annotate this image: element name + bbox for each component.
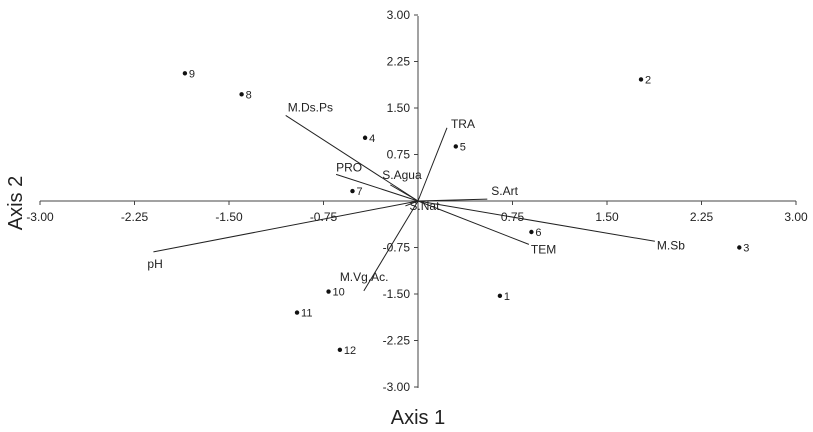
site-point bbox=[737, 245, 742, 250]
site-label: 6 bbox=[535, 227, 541, 239]
x-tick-label: -3.00 bbox=[26, 210, 54, 224]
site-label: 12 bbox=[344, 345, 356, 357]
site-label: 1 bbox=[504, 291, 510, 303]
site-label: 5 bbox=[460, 141, 466, 153]
y-tick-label: -3.00 bbox=[383, 380, 411, 394]
vector-label: TRA bbox=[451, 117, 475, 131]
site-label: 8 bbox=[246, 89, 252, 101]
site-point bbox=[529, 229, 534, 235]
site-point bbox=[497, 293, 503, 299]
site-point bbox=[453, 144, 458, 149]
y-tick-label: 2.25 bbox=[387, 55, 411, 69]
site-label: 11 bbox=[301, 308, 312, 320]
x-tick-label: -1.50 bbox=[215, 210, 243, 224]
x-tick-label: 1.50 bbox=[595, 210, 619, 224]
site-label: 9 bbox=[189, 68, 195, 80]
y-tick-label: 3.00 bbox=[387, 8, 411, 22]
site-label: 3 bbox=[743, 243, 749, 255]
vector-label: M.Sb bbox=[657, 238, 685, 252]
vector-label: PRO bbox=[336, 160, 362, 174]
vector-line bbox=[153, 200, 419, 253]
vector-label: S.Nat bbox=[409, 199, 440, 213]
y-tick-label: -1.50 bbox=[383, 287, 411, 301]
y-axis-title: Axis 2 bbox=[5, 176, 27, 230]
vectors: M.Ds.Ps TRA PRO S.Agua S.Art S.Nat TEM M.Sb pH M.… bbox=[147, 100, 685, 292]
site-point bbox=[239, 92, 244, 97]
x-tick-label: 2.25 bbox=[690, 210, 714, 224]
vector-label: M.Vg.Ac. bbox=[340, 270, 389, 284]
x-tick-label: -2.25 bbox=[121, 210, 149, 224]
vector-line bbox=[285, 115, 419, 202]
y-tick-label: 0.75 bbox=[387, 148, 411, 162]
site-point bbox=[326, 289, 331, 294]
site-label: 2 bbox=[645, 74, 651, 86]
vector-label: S.Agua bbox=[382, 168, 422, 182]
site-point bbox=[638, 77, 644, 82]
vector-line bbox=[417, 127, 448, 202]
vector-label: TEM bbox=[531, 242, 556, 256]
vector-line bbox=[417, 200, 530, 245]
site-point bbox=[362, 135, 368, 140]
y-tick-label: -2.25 bbox=[383, 334, 411, 348]
vector-label: pH bbox=[147, 257, 162, 271]
vector-line bbox=[417, 198, 488, 202]
x-tick-label: 3.00 bbox=[784, 210, 808, 224]
x-axis-title: Axis 1 bbox=[391, 407, 445, 429]
vector-line bbox=[335, 173, 419, 202]
vector-line bbox=[417, 200, 655, 242]
site-label: 7 bbox=[356, 186, 362, 198]
site-point bbox=[182, 71, 188, 76]
vector-line bbox=[363, 200, 419, 292]
vector-label: S.Art bbox=[491, 184, 518, 198]
site-point bbox=[337, 347, 343, 352]
site-point bbox=[294, 310, 300, 315]
vector-label: M.Ds.Ps bbox=[288, 100, 333, 114]
vector-line bbox=[390, 184, 419, 202]
site-point bbox=[350, 188, 355, 194]
site-label: 10 bbox=[333, 287, 345, 299]
site-label: 4 bbox=[369, 133, 375, 145]
y-tick-label: 1.50 bbox=[387, 101, 411, 115]
y-tick-label: -0.75 bbox=[383, 241, 411, 255]
